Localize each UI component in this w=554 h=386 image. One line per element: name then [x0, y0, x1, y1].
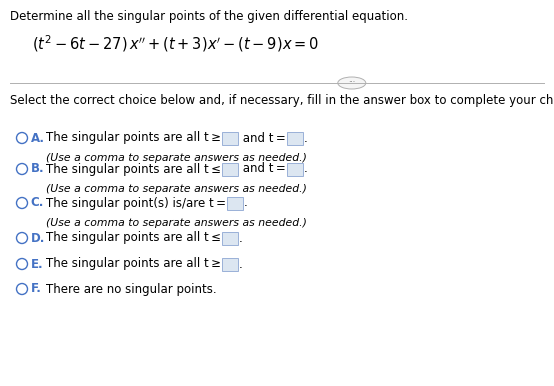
Text: F.: F. — [30, 283, 42, 296]
Text: E.: E. — [30, 257, 43, 271]
FancyBboxPatch shape — [287, 132, 302, 144]
Text: .: . — [239, 257, 243, 271]
Text: (Use a comma to separate answers as needed.): (Use a comma to separate answers as need… — [46, 218, 307, 228]
FancyBboxPatch shape — [287, 163, 302, 176]
Text: and t =: and t = — [239, 132, 286, 144]
Text: $\mathit{(t^2}-6\mathit{t}-27)\,x''+(t+3)x'-(t-9)x=0$: $\mathit{(t^2}-6\mathit{t}-27)\,x''+(t+3… — [32, 33, 319, 54]
Text: C.: C. — [30, 196, 44, 210]
FancyBboxPatch shape — [222, 132, 238, 144]
Text: ···: ··· — [348, 78, 355, 88]
Text: and t =: and t = — [239, 163, 286, 176]
Text: A.: A. — [30, 132, 44, 144]
Text: D.: D. — [30, 232, 45, 244]
Text: There are no singular points.: There are no singular points. — [46, 283, 217, 296]
Text: (Use a comma to separate answers as needed.): (Use a comma to separate answers as need… — [46, 184, 307, 194]
Text: (Use a comma to separate answers as needed.): (Use a comma to separate answers as need… — [46, 153, 307, 163]
FancyBboxPatch shape — [222, 163, 238, 176]
FancyBboxPatch shape — [222, 232, 238, 244]
Text: .: . — [239, 232, 243, 244]
Text: Select the correct choice below and, if necessary, fill in the answer box to com: Select the correct choice below and, if … — [10, 94, 554, 107]
FancyBboxPatch shape — [227, 196, 243, 210]
Ellipse shape — [338, 77, 366, 89]
Text: The singular points are all t ≤: The singular points are all t ≤ — [46, 163, 221, 176]
Text: .: . — [304, 163, 307, 176]
Text: .: . — [304, 132, 307, 144]
Text: B.: B. — [30, 163, 44, 176]
Text: The singular points are all t ≥: The singular points are all t ≥ — [46, 132, 221, 144]
Text: The singular points are all t ≤: The singular points are all t ≤ — [46, 232, 221, 244]
Text: The singular points are all t ≥: The singular points are all t ≥ — [46, 257, 221, 271]
Text: Determine all the singular points of the given differential equation.: Determine all the singular points of the… — [10, 10, 408, 23]
Text: The singular point(s) is/are t =: The singular point(s) is/are t = — [46, 196, 226, 210]
Text: .: . — [244, 196, 248, 210]
FancyBboxPatch shape — [222, 257, 238, 271]
